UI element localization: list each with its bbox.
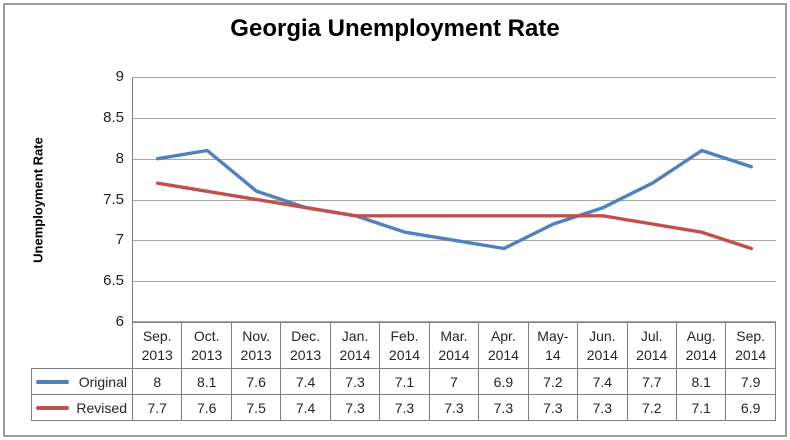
table-value-cell: 7.3 — [577, 394, 628, 421]
table-value-cell: 7 — [428, 368, 480, 395]
table-value-cell: 7.5 — [230, 394, 282, 421]
x-category-label: Sep. 2014 — [725, 322, 776, 369]
x-category-label: Jul. 2014 — [626, 322, 677, 369]
table-value-cell: 8.1 — [181, 368, 232, 395]
table-series-row-revised: Revised 7.7 7.6 7.5 7.4 7.3 7.3 7.3 7.3 7.3 7.3 7.2… — [31, 394, 776, 421]
y-axis-tick-label: 8.5 — [103, 108, 124, 126]
y-axis-tick-label: 7.5 — [103, 190, 124, 208]
legend-label-original: Original — [78, 373, 127, 390]
legend-marker-revised — [36, 405, 69, 410]
table-value-cell: 7.4 — [577, 368, 628, 395]
table-value-cell: 7.2 — [527, 368, 579, 395]
data-table-body: Sep. 2013 Oct. 2013 Nov. 2013 Dec. 2013 Jan. 2014… — [31, 322, 776, 421]
x-category-label: Aug. 2014 — [675, 322, 727, 369]
legend-label-revised: Revised — [76, 399, 127, 416]
table-value-cell: 7.4 — [280, 394, 331, 421]
y-axis-tick-label: 7 — [115, 231, 124, 249]
x-category-label: Jun. 2014 — [577, 322, 628, 369]
table-value-cell: 7.1 — [379, 368, 430, 395]
x-category-label: Apr. 2014 — [478, 322, 529, 369]
x-category-label: Sep. 2013 — [131, 322, 183, 369]
table-value-cell: 7.3 — [478, 394, 529, 421]
table-value-cell: 7.2 — [626, 394, 677, 421]
table-value-cell: 7.3 — [527, 394, 579, 421]
table-value-cell: 7.6 — [230, 368, 282, 395]
table-value-cell: 7.4 — [280, 368, 331, 395]
data-table: Sep. 2013 Oct. 2013 Nov. 2013 Dec. 2013 Jan. 2014… — [31, 322, 776, 421]
table-value-cell: 6.9 — [725, 394, 776, 421]
table-value-cell: 7.3 — [428, 394, 480, 421]
table-value-cell: 7.7 — [626, 368, 677, 395]
x-category-label: Dec. 2013 — [280, 322, 331, 369]
x-category-label: Feb. 2014 — [379, 322, 430, 369]
gridline — [133, 199, 776, 201]
x-category-label: Mar. 2014 — [428, 322, 480, 369]
table-corner-cell — [32, 323, 133, 369]
gridline — [133, 117, 776, 119]
legend-marker-original — [36, 379, 69, 384]
gridline — [133, 158, 776, 160]
x-category-label: Oct. 2013 — [181, 322, 232, 369]
table-value-cell: 7.6 — [181, 394, 232, 421]
gridline — [133, 281, 776, 283]
table-value-cell: 7.3 — [379, 394, 430, 421]
x-category-label: Nov. 2013 — [230, 322, 282, 369]
y-axis-tick-label: 9 — [115, 68, 124, 85]
table-value-cell: 7.1 — [675, 394, 727, 421]
table-value-cell: 6.9 — [478, 368, 529, 395]
table-header-row: Sep. 2013 Oct. 2013 Nov. 2013 Dec. 2013 Jan. 2014… — [32, 322, 776, 369]
series-lines-svg — [156, 148, 753, 251]
legend-cell-revised: Revised — [31, 394, 133, 421]
gridline — [133, 321, 776, 322]
x-category-label: May- 14 — [527, 322, 579, 369]
table-series-row-original: Original 8 8.1 7.6 7.4 7.3 7.1 7 6.9 7.2 7.4 7.7 8.1… — [31, 368, 776, 395]
table-value-cell: 7.3 — [329, 368, 381, 395]
series-line-original — [156, 148, 753, 251]
legend-cell-original: Original — [31, 368, 133, 395]
table-value-cell: 8.1 — [675, 368, 727, 395]
series-line-revised — [156, 181, 753, 251]
table-value-cell: 7.7 — [131, 394, 183, 421]
x-category-label: Jan. 2014 — [329, 322, 381, 369]
table-value-cell: 7.3 — [329, 394, 381, 421]
y-axis-tick-label: 6 — [115, 313, 124, 330]
chart-title: Georgia Unemployment Rate — [230, 15, 560, 42]
gridline — [133, 77, 776, 78]
y-axis-tick-label: 6.5 — [103, 272, 124, 290]
table-value-cell: 7.9 — [725, 368, 776, 395]
table-value-cell: 8 — [131, 368, 183, 395]
y-axis-title: Unemployment Rate — [30, 137, 46, 263]
y-axis-tick-label: 8 — [115, 149, 124, 167]
plot-area — [132, 77, 776, 322]
